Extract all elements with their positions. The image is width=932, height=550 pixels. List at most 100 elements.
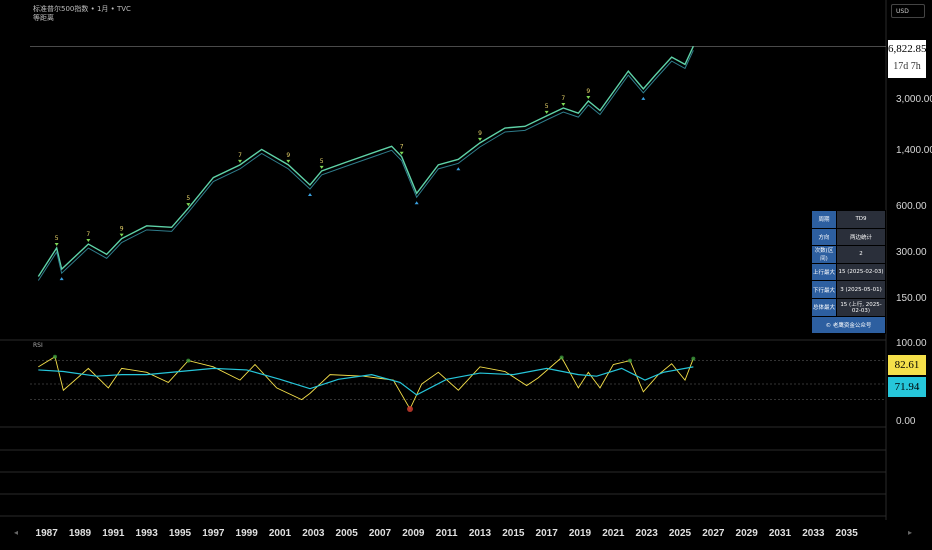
x-tick-label: 1989 [68,528,92,539]
stats-footer: © 老鹰资金公众号 [811,315,886,335]
sell-arrow-icon [86,239,91,243]
x-tick-label: 2005 [335,528,358,539]
stats-row: 总体最大 15 (上行, 2025-02-03) [811,297,886,317]
x-tick-label: 2009 [402,528,425,539]
td-count-label: 9 [120,226,124,233]
stats-value: 15 (2025-02-03) [836,262,886,282]
rsi-tick-label: 0.00 [896,416,916,427]
stats-row: 下行最大 3 (2025-05-01) [811,280,886,299]
x-tick-label: 2019 [568,528,592,539]
stats-row: 周期 TD9 [811,210,886,229]
x-tick-label: 2021 [602,528,625,539]
x-tick-label: 2015 [502,528,525,539]
td-count-label: 7 [400,144,404,151]
td-count-label: 9 [286,152,290,159]
stats-value: 15 (上行, 2025-02-03) [836,297,886,317]
stats-key: 周期 [811,210,837,229]
x-tick-label: 1995 [168,528,192,539]
sell-arrow-icon [478,137,482,141]
overbought-mark [628,358,632,363]
scroll-right-icon[interactable]: ▸ [908,528,913,537]
buy-arrow-icon [59,277,64,281]
price-series-line [37,46,694,277]
sell-arrow-icon [399,151,404,155]
rsi-ma-value-label: 71.94 [888,377,926,397]
overbought-mark [559,355,564,360]
x-tick-label: 1993 [135,528,158,539]
price-tick-label: 300.00 [896,247,927,259]
td-count-label: 5 [320,158,324,165]
price-tick-label: 150.00 [896,293,927,305]
currency-selector[interactable]: USD [891,4,925,18]
bar-countdown: 17d 7h [893,61,921,72]
x-tick-label: 2007 [368,528,392,539]
rsi-line [38,355,694,410]
sell-arrow-icon [319,165,324,169]
stats-key: 上行最大 [811,262,837,282]
td-count-label: 9 [478,130,482,137]
overbought-mark [53,354,57,359]
td-count-label: 5 [545,103,549,110]
td-count-label: 9 [586,88,590,95]
stats-value: 3 (2025-05-01) [836,280,886,299]
price-tick-label: 600.00 [896,201,927,213]
stats-key: 方向 [811,227,837,247]
rsi-value-label: 82.61 [888,355,926,375]
td-count-label: 5 [55,235,59,242]
stats-row: 次数(区间) 2 [811,245,886,264]
rsi-tick-label: 100.00 [896,338,927,349]
sell-arrow-icon [544,110,549,114]
overbought-mark [186,358,191,363]
x-tick-label: 2031 [768,528,792,539]
buy-arrow-icon [456,167,461,171]
x-tick-label: 2029 [735,528,758,539]
td-count-label: 7 [238,152,242,159]
x-tick-label: 2017 [535,528,558,539]
x-tick-label: 2027 [702,528,725,539]
td-count-label: 7 [561,95,565,102]
sell-arrow-icon [586,96,591,100]
scroll-left-icon[interactable]: ◂ [14,528,19,537]
x-tick-label: 2001 [268,528,292,539]
sell-arrow-icon [238,159,242,163]
rsi-ma-line [38,366,694,396]
price-tick-label: 3,000.00 [896,94,932,105]
stats-row: 上行最大 15 (2025-02-03) [811,262,886,282]
sell-arrow-icon [119,233,124,237]
buy-arrow-icon [641,96,646,100]
stats-key: 下行最大 [811,280,837,299]
stats-key: 次数(区间) [811,245,837,264]
stats-value: 两边统计 [836,227,886,247]
x-tick-label: 2003 [302,528,325,539]
sell-arrow-icon [54,242,59,246]
stats-key: 总体最大 [811,297,837,317]
overbought-mark [691,356,696,361]
price-ma-line [37,50,694,281]
x-tick-label: 2013 [468,528,492,539]
x-tick-label: 2025 [668,528,692,539]
x-tick-label: 2023 [635,528,658,539]
stats-value: 2 [836,245,886,264]
oversold-mark [407,405,413,412]
x-tick-label: 2011 [435,528,458,539]
rsi-title: RSI [33,342,43,349]
stats-value: TD9 [836,210,886,229]
td9-stats-table: 周期 TD9 方向 两边统计 次数(区间) 2 上行最大 15 (2025-02-03) 下行最… [811,210,886,335]
x-tick-label: 1997 [202,528,225,539]
price-tick-label: 1,400.00 [896,144,932,156]
x-tick-label: 1999 [235,528,258,539]
x-tick-label: 1991 [102,528,125,539]
sell-arrow-icon [186,203,191,207]
x-tick-label: 2035 [835,528,858,539]
symbol-title[interactable]: 标准普尔500指数 • 1月 • TVC [33,5,131,13]
last-price-label: 6,822.85 17d 7h [888,40,927,78]
last-price: 6,822.85 [888,43,927,55]
td-count-label: 5 [186,195,190,202]
x-tick-label: 1987 [35,528,58,539]
buy-arrow-icon [414,201,419,205]
sell-arrow-icon [561,103,566,107]
stats-row: 方向 两边统计 [811,227,886,247]
scale-mode[interactable]: 等距离 [33,14,54,22]
x-tick-label: 2033 [802,528,825,539]
